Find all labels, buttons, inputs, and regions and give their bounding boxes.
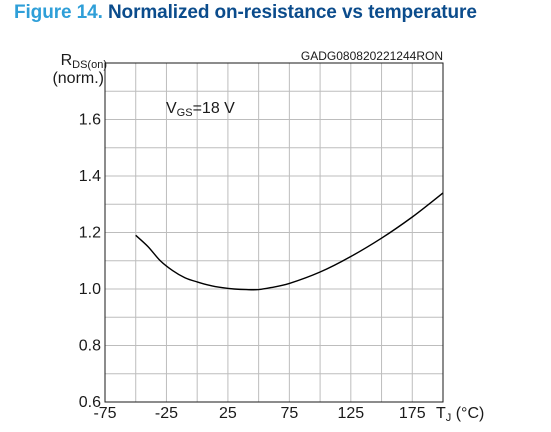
x-tick-label: 125 [337,405,364,422]
x-axis-label-main: T [436,405,446,422]
series-line [135,192,444,291]
y-tick-label: 1.2 [79,225,101,242]
x-axis-label: TJ (°C) [436,405,484,424]
figure-title-text: Normalized on-resistance vs temperature [107,2,477,23]
plot-frame [104,62,444,403]
x-tick-label: 25 [219,405,237,422]
y-axis-label: RDS(on) [61,52,107,71]
y-tick-label: 0.6 [79,394,101,411]
x-tick-label: 75 [280,405,298,422]
y-axis-label-sub: DS(on) [72,59,107,71]
y-axis-label-main: R [61,52,73,69]
x-axis-label-sub: J [446,412,452,424]
x-tick-label: 175 [399,405,426,422]
vgs-annotation-main: V [166,100,177,117]
x-axis-label-rest: (°C) [451,405,484,422]
y-tick-label: 1.6 [79,112,101,129]
vgs-annotation-rest: =18 V [193,100,236,117]
figure-code: GADG080820221244RON [301,49,443,63]
y-tick-label: 0.8 [79,338,101,355]
figure-title: Figure 14. Normalized on-resistance vs t… [14,2,477,24]
x-tick-label: -25 [155,405,178,422]
vgs-annotation: VGS=18 V [166,100,235,119]
y-tick-labels: 0.6 0.8 1.0 1.2 1.4 1.6 [79,112,101,412]
figure-number: Figure 14. [14,2,103,23]
grid [105,63,443,402]
y-tick-label: 1.0 [79,281,101,298]
vgs-annotation-sub: GS [177,107,193,119]
x-tick-labels: -75 -25 25 75 125 175 [93,405,425,422]
x-tick-label: -75 [93,405,116,422]
y-tick-label: 1.4 [79,168,101,185]
y-axis-label-unit: (norm.) [52,70,104,87]
